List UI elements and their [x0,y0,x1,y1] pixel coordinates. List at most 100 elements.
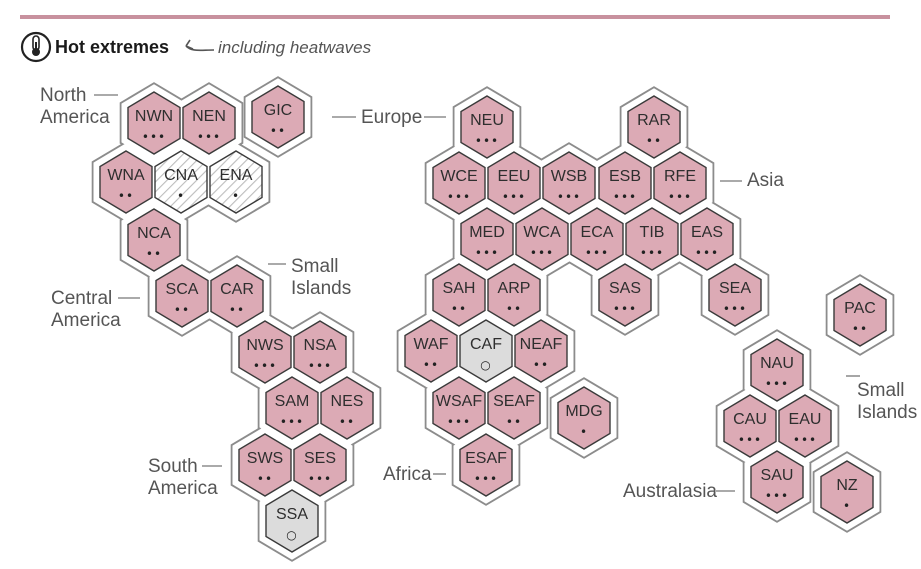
region-code: WAF [414,336,449,353]
region-code: SAM [275,393,310,410]
region-code: SEA [719,280,751,297]
confidence-dots: ••• [447,190,471,204]
group-label-line: Small [857,380,905,401]
region-code: WNA [107,167,145,184]
region-code: SAH [443,280,476,297]
label-north-america: North America [40,85,110,128]
confidence-dots: ••• [585,246,609,260]
group-label-line: America [148,478,218,499]
group-label-line: Central [51,288,112,309]
header-subtitle: including heatwaves [218,38,372,57]
region-code: SAS [609,280,641,297]
group-label-line: Europe [361,107,422,128]
region-code: NWS [246,337,283,354]
confidence-dots: ••• [613,302,637,316]
confidence-dots: • [232,189,240,203]
group-label-line: Islands [291,278,351,299]
confidence-dots: ••• [447,415,471,429]
region-code: RFE [664,168,696,185]
confidence-dots: •• [174,303,190,317]
region-code: MED [469,224,505,241]
thermometer-icon [22,33,50,61]
confidence-dots: •• [506,302,522,316]
group-label-line: Islands [857,402,917,423]
region-code: WCA [523,224,561,241]
region-code: NEAF [520,336,563,353]
confidence-dots: ••• [668,190,692,204]
region-code: SWS [247,450,283,467]
confidence-dots: ••• [308,472,332,486]
confidence-dots: •• [270,124,286,138]
region-code: ENA [220,167,253,184]
confidence-dots: ••• [142,130,166,144]
region-code: WSAF [436,393,482,410]
confidence-dots: • [177,189,185,203]
region-code: WSB [551,168,587,185]
header-title: Hot extremes [55,37,169,57]
confidence-dots: ••• [502,190,526,204]
region-code: RAR [637,112,671,129]
group-label-line: Africa [383,464,432,485]
region-code: NWN [135,108,173,125]
label-south-america: South America [148,456,218,499]
region-code: ARP [498,280,531,297]
region-code: CAU [733,411,767,428]
region-code: NZ [836,477,858,494]
region-code: TIB [640,224,665,241]
confidence-dots: ○ [286,528,297,542]
confidence-dots: •• [852,322,868,336]
confidence-dots: ○ [480,358,491,372]
region-code: NAU [760,355,794,372]
group-label-line: America [51,310,121,331]
confidence-dots: ••• [765,489,789,503]
region-code: CAF [470,336,502,353]
label-small-islands-caribbean: Small Islands [291,256,351,299]
confidence-dots: ••• [280,415,304,429]
confidence-dots: ••• [253,359,277,373]
confidence-dots: •• [533,358,549,372]
confidence-dots: ••• [475,246,499,260]
confidence-dots: ••• [738,433,762,447]
region-code: EEU [498,168,531,185]
group-label-line: America [40,107,110,128]
region-code: CNA [164,167,198,184]
confidence-dots: •• [646,134,662,148]
confidence-dots: •• [229,303,245,317]
confidence-dots: ••• [765,377,789,391]
confidence-dots: ••• [613,190,637,204]
region-code: CAR [220,281,254,298]
region-code: MDG [565,403,602,420]
label-australasia: Australasia [623,481,717,502]
confidence-dots: ••• [557,190,581,204]
region-code: EAS [691,224,723,241]
region-code: SSA [276,506,308,523]
confidence-dots: ••• [475,134,499,148]
confidence-dots: ••• [793,433,817,447]
region-code: WCE [440,168,477,185]
confidence-dots: •• [339,415,355,429]
confidence-dots: ••• [695,246,719,260]
region-code: NES [331,393,364,410]
region-code: ECA [581,224,614,241]
group-label-line: South [148,456,198,477]
confidence-dots: •• [506,415,522,429]
confidence-dots: ••• [723,302,747,316]
group-label-line: Small [291,256,339,277]
confidence-dots: • [843,499,851,513]
region-code: ESAF [465,450,507,467]
group-label-line: North [40,85,86,106]
label-africa: Africa [383,464,432,485]
group-label-line: Asia [747,170,784,191]
region-code: SES [304,450,336,467]
label-central-america: Central America [51,288,121,331]
confidence-dots: •• [146,247,162,261]
confidence-dots: ••• [308,359,332,373]
confidence-dots: ••• [197,130,221,144]
confidence-dots: •• [118,189,134,203]
confidence-dots: ••• [474,472,498,486]
top-rule [20,15,890,19]
region-code: ESB [609,168,641,185]
confidence-dots: ••• [640,246,664,260]
header: Hot extremes including heatwaves [22,33,372,61]
